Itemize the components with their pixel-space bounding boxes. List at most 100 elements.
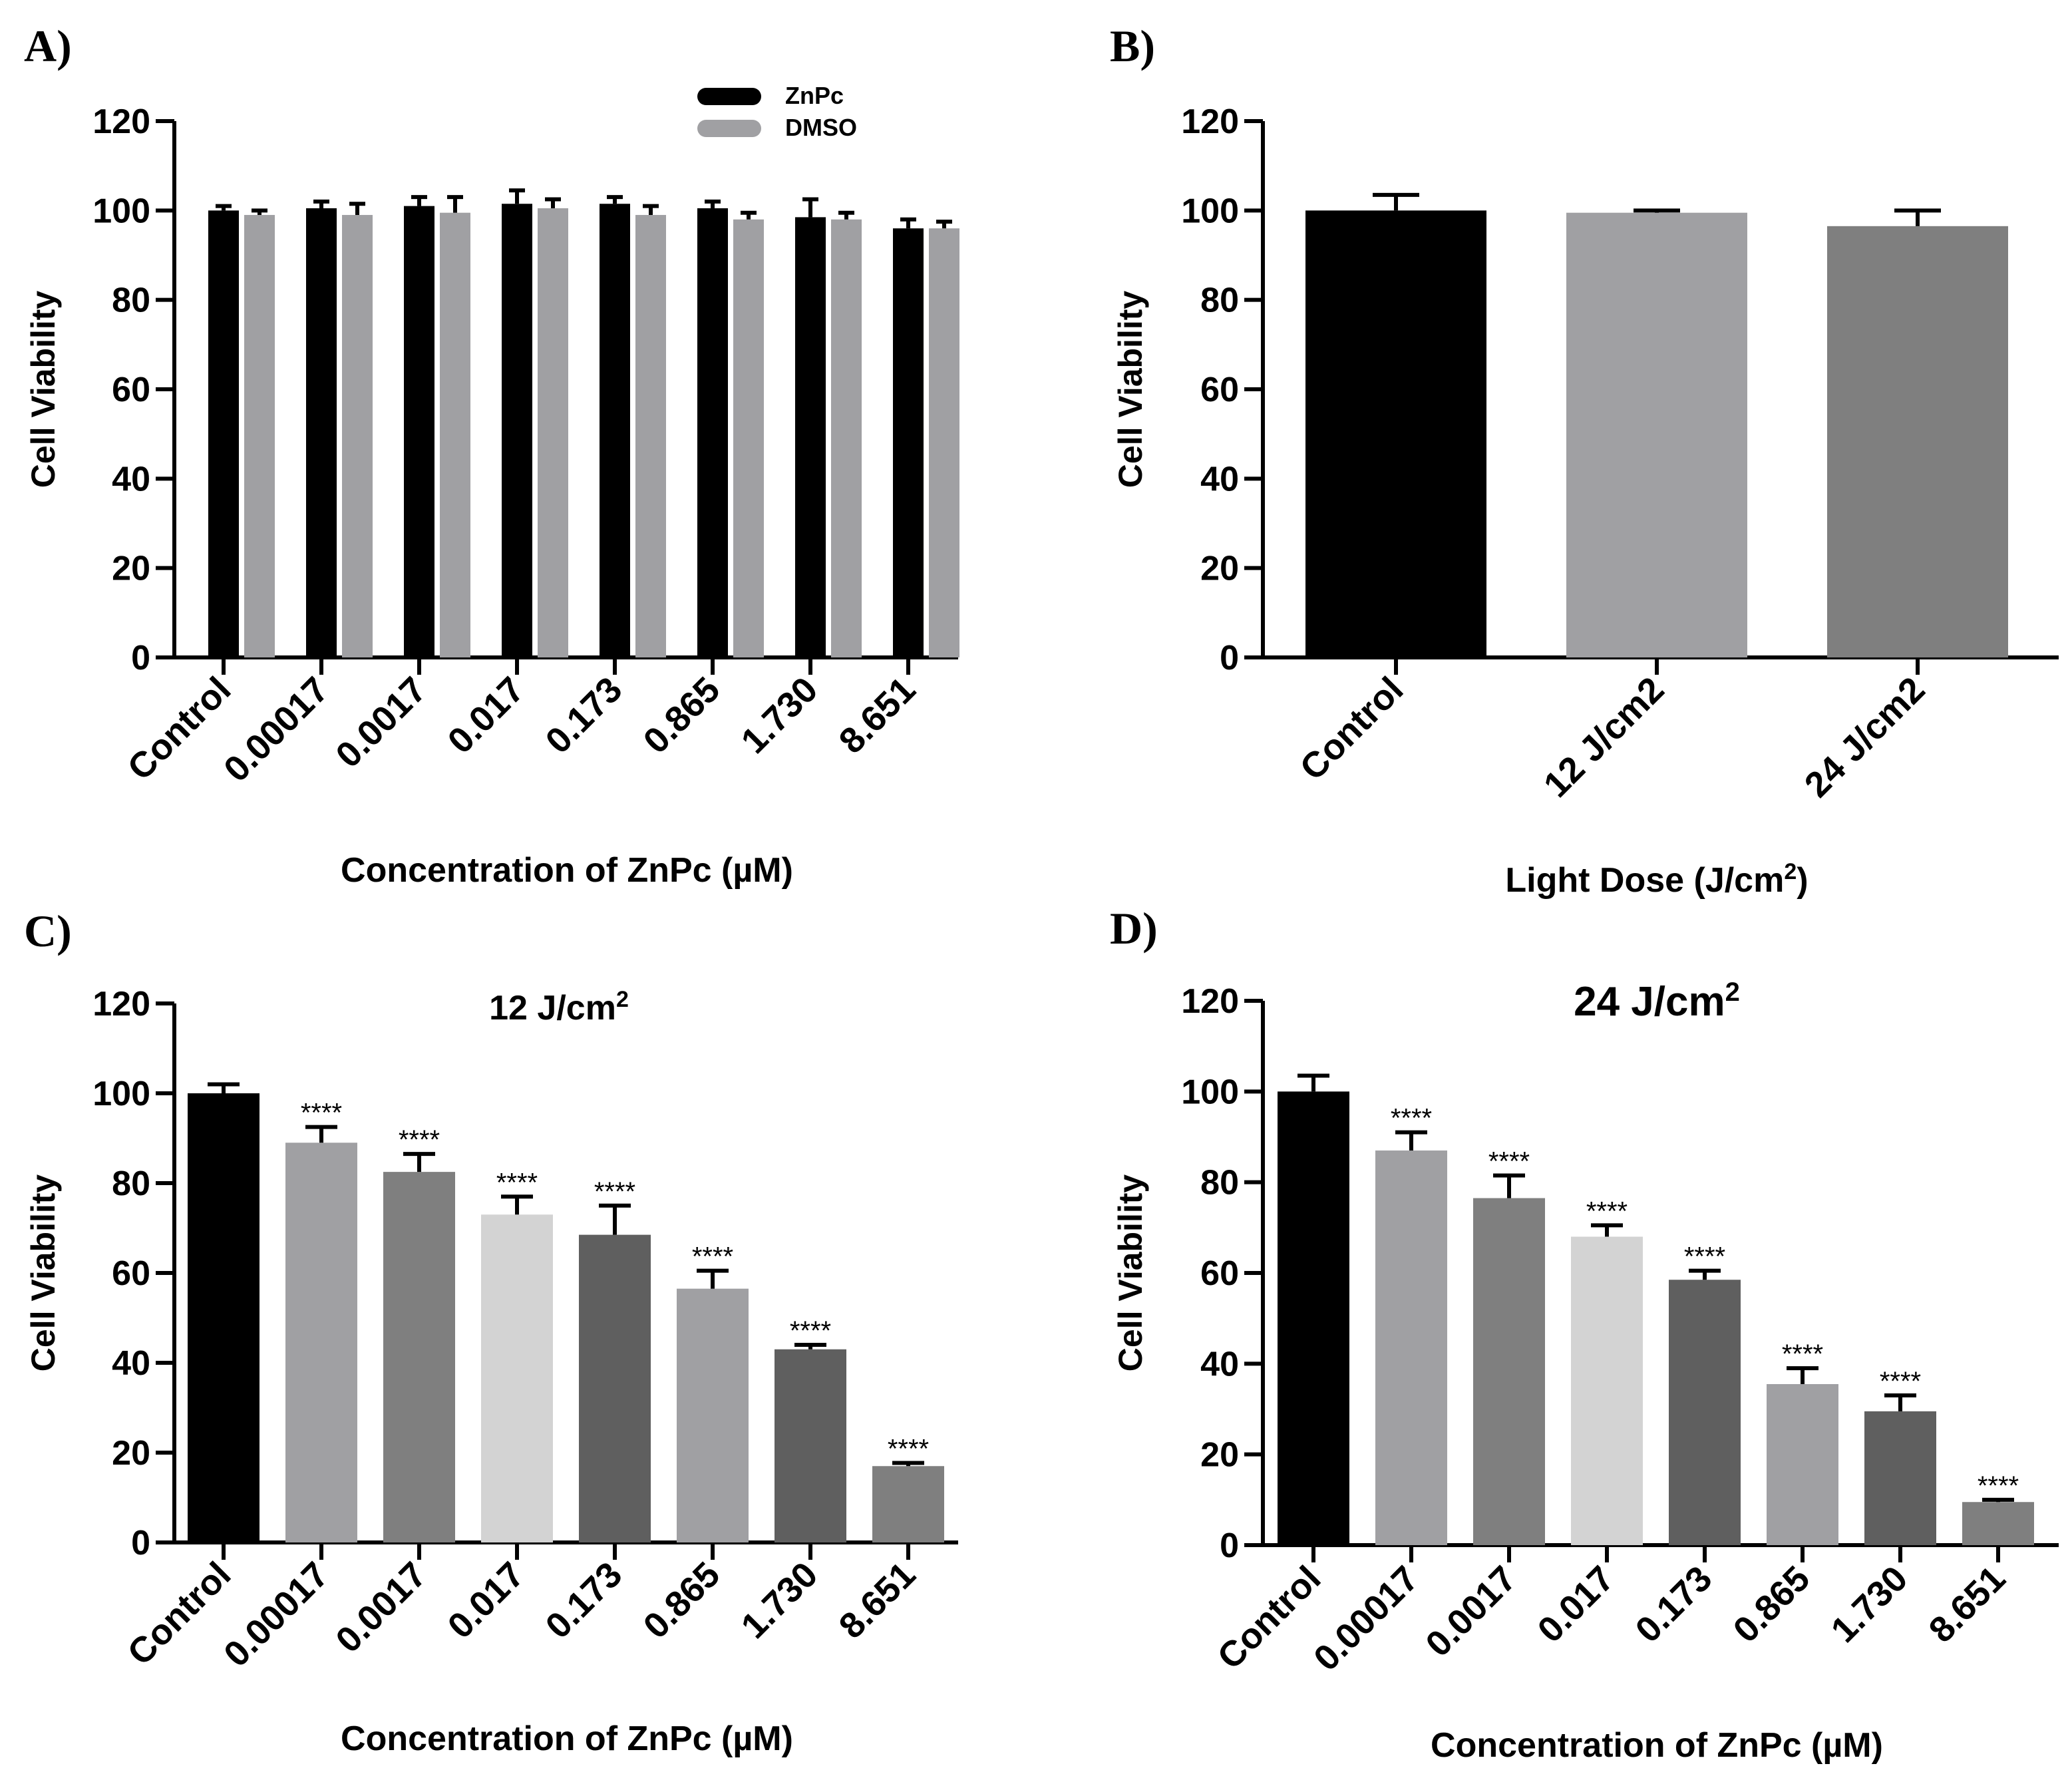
y-tick-label: 0: [131, 639, 150, 677]
legend-label-znpc: ZnPc: [785, 82, 844, 109]
panel-label: B): [1110, 21, 1155, 71]
bar: [775, 1349, 846, 1542]
legend-label-dmso: DMSO: [785, 114, 857, 141]
y-axis-title: Cell Viability: [25, 1174, 62, 1372]
x-axis-title-end: ): [1797, 861, 1808, 900]
bar-znpc: [208, 210, 239, 657]
y-tick-label: 40: [112, 460, 150, 498]
bar: [1767, 1384, 1838, 1545]
significance-label: ****: [496, 1168, 538, 1197]
legend-swatch-znpc: [697, 88, 761, 105]
bar-znpc: [502, 204, 532, 658]
y-axis-title: Cell Viability: [25, 291, 62, 488]
y-tick-label: 120: [92, 102, 150, 141]
significance-label: ****: [692, 1242, 733, 1272]
y-tick-label: 60: [112, 371, 150, 409]
chart-title: 24 J/cm2: [1574, 978, 1740, 1025]
bar-znpc: [795, 217, 826, 657]
bar-dmso: [244, 215, 275, 657]
bar-dmso: [342, 215, 373, 657]
legend-swatch-dmso: [697, 120, 761, 137]
significance-label: ****: [594, 1177, 635, 1206]
bar: [1827, 226, 2008, 657]
bar: [1571, 1236, 1643, 1545]
y-axis-title: Cell Viability: [1112, 291, 1149, 488]
y-tick-label: 60: [112, 1254, 150, 1293]
bar: [1473, 1198, 1545, 1545]
y-tick-label: 0: [1220, 639, 1239, 677]
x-axis-title: Concentration of ZnPc (µM): [341, 1719, 793, 1758]
significance-label: ****: [301, 1099, 342, 1128]
y-tick-label: 120: [92, 985, 150, 1023]
bar-znpc: [600, 204, 630, 658]
bar-znpc: [697, 208, 728, 658]
y-tick-label: 100: [1181, 1073, 1239, 1111]
significance-label: ****: [888, 1435, 929, 1464]
bar-znpc: [893, 228, 924, 657]
x-axis-title: Concentration of ZnPc (µM): [1431, 1726, 1883, 1765]
bar: [1669, 1280, 1741, 1545]
bar-dmso: [831, 219, 862, 657]
panel-label: C): [24, 906, 72, 956]
y-tick-label: 120: [1181, 102, 1239, 141]
x-axis-title: Light Dose (J/cm2): [1505, 859, 1808, 900]
y-tick-label: 100: [92, 192, 150, 230]
y-tick-label: 20: [1200, 550, 1239, 588]
bar: [579, 1234, 651, 1542]
x-axis-title-sup: 2: [1784, 859, 1797, 884]
bar: [285, 1143, 357, 1542]
bar: [1962, 1502, 2034, 1545]
bar: [481, 1214, 553, 1542]
significance-label: ****: [1782, 1340, 1823, 1369]
significance-label: ****: [1880, 1367, 1921, 1396]
bar: [188, 1093, 259, 1542]
bar: [1375, 1150, 1447, 1545]
y-tick-label: 100: [1181, 192, 1239, 230]
x-axis-title: Concentration of ZnPc (µM): [341, 851, 793, 890]
y-tick-label: 20: [1200, 1436, 1239, 1475]
significance-label: ****: [1391, 1104, 1432, 1133]
y-tick-label: 20: [112, 550, 150, 588]
bar: [1566, 212, 1747, 658]
y-tick-label: 60: [1200, 1254, 1239, 1293]
y-tick-label: 80: [112, 281, 150, 320]
y-tick-label: 20: [112, 1434, 150, 1473]
panel-label: D): [1110, 903, 1158, 954]
bar-dmso: [635, 215, 666, 657]
bar: [1278, 1091, 1349, 1545]
bar: [872, 1466, 944, 1542]
bar-dmso: [440, 212, 470, 658]
bar-dmso: [733, 219, 764, 657]
chart-title-sup: 2: [1725, 978, 1740, 1007]
panel-label: A): [24, 21, 72, 71]
y-tick-label: 80: [1200, 281, 1239, 320]
y-tick-label: 100: [92, 1075, 150, 1113]
bar-dmso: [538, 208, 568, 658]
chart-title-sup: 2: [616, 987, 629, 1012]
significance-label: ****: [1488, 1147, 1530, 1176]
bar-dmso: [929, 228, 959, 657]
y-tick-label: 120: [1181, 982, 1239, 1021]
y-tick-label: 60: [1200, 371, 1239, 409]
bar: [383, 1172, 455, 1542]
significance-label: ****: [790, 1316, 831, 1345]
y-tick-label: 80: [1200, 1164, 1239, 1202]
bar: [677, 1288, 749, 1542]
significance-label: ****: [1684, 1242, 1725, 1272]
significance-label: ****: [1978, 1471, 2019, 1501]
significance-label: ****: [1586, 1196, 1628, 1226]
bar: [1864, 1411, 1936, 1545]
bar-znpc: [306, 208, 337, 658]
y-tick-label: 0: [131, 1524, 150, 1562]
bar: [1305, 210, 1486, 657]
y-tick-label: 40: [1200, 1345, 1239, 1383]
significance-label: ****: [399, 1125, 440, 1155]
y-tick-label: 80: [112, 1164, 150, 1203]
y-tick-label: 0: [1220, 1526, 1239, 1565]
y-tick-label: 40: [112, 1344, 150, 1383]
chart-title: 12 J/cm2: [489, 987, 629, 1027]
bar-znpc: [404, 206, 434, 657]
y-tick-label: 40: [1200, 460, 1239, 498]
y-axis-title: Cell Viability: [1112, 1174, 1149, 1372]
